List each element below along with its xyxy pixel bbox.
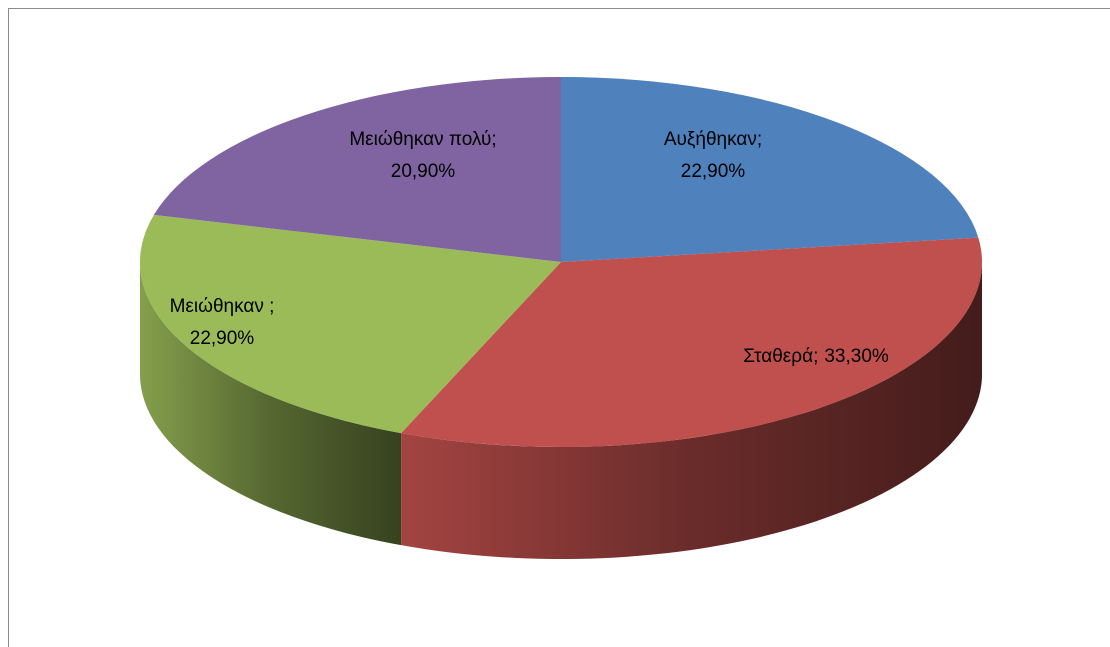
slice-label: Μειώθηκαν πολύ; (349, 129, 496, 150)
slice (153, 77, 561, 262)
slice-value-label: 33,30% (824, 346, 889, 367)
slice-value-label: 22,90% (190, 328, 255, 349)
slice (401, 237, 983, 448)
slice-side-shade (140, 262, 402, 546)
slice-label: Αυξήθηκαν; (664, 129, 762, 150)
slice-value-label: 22,90% (681, 161, 746, 182)
slice (139, 214, 562, 434)
slice-value-label: 20,90% (391, 161, 456, 182)
slice-label-group: Σταθερά; 33,30% (743, 346, 889, 367)
chart-frame (8, 8, 1110, 647)
slice-label: Σταθερά; (743, 346, 818, 367)
slice-side-shade (401, 262, 983, 560)
slice-label: Μειώθηκαν ; (170, 296, 275, 317)
slice (561, 77, 979, 262)
